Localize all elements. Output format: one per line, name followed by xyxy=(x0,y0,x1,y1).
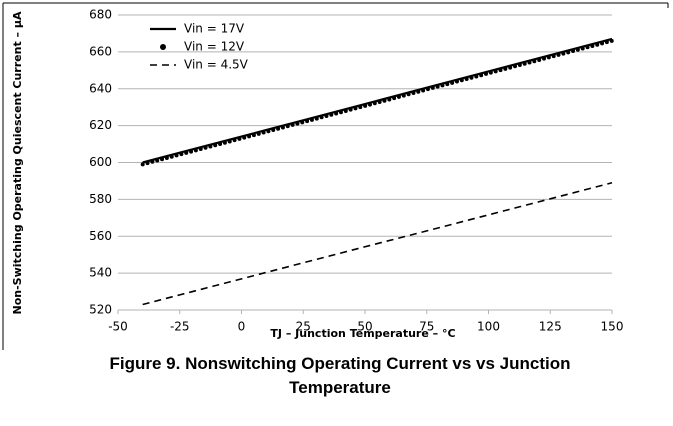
x-tick-label: 0 xyxy=(238,320,246,334)
series-line xyxy=(140,38,614,167)
y-tick-label: 580 xyxy=(89,192,112,206)
y-tick-label: 640 xyxy=(89,81,112,95)
x-tick-label: 50 xyxy=(357,320,372,334)
x-tick-label: 125 xyxy=(539,320,562,334)
x-tick-label: 25 xyxy=(296,320,311,334)
y-axis-label: Non-Switching Operating Quiescent Curren… xyxy=(11,11,24,314)
series-line xyxy=(142,182,613,306)
x-tick-label: 75 xyxy=(419,320,434,334)
y-tick-label: 660 xyxy=(89,44,112,58)
legend-marker xyxy=(160,44,166,50)
legend-label: Vin = 12V xyxy=(184,40,245,54)
chart: TJ – Junction Temperature – °C Non-Switc… xyxy=(2,2,669,350)
y-tick-label: 600 xyxy=(89,155,112,169)
y-tick-label: 680 xyxy=(89,8,112,22)
legend-label: Vin = 17V xyxy=(184,22,245,36)
x-axis-label: TJ – Junction Temperature – °C xyxy=(270,327,455,340)
x-tick-label: -50 xyxy=(108,320,128,334)
y-tick-label: 540 xyxy=(89,266,112,280)
x-tick-label: 100 xyxy=(477,320,500,334)
x-tick-label: 150 xyxy=(601,320,624,334)
y-tick-label: 520 xyxy=(89,303,112,317)
caption: Figure 9. Nonswitching Operating Current… xyxy=(109,354,571,397)
y-tick-label: 620 xyxy=(89,118,112,132)
legend-label: Vin = 4.5V xyxy=(184,58,249,72)
x-tick-label: -25 xyxy=(170,320,190,334)
y-tick-label: 560 xyxy=(89,229,112,243)
